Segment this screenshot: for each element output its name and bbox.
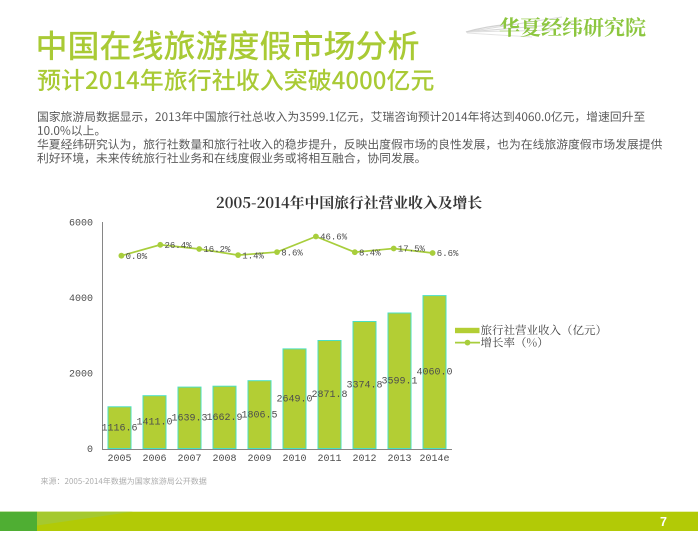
svg-text:2011: 2011	[317, 454, 341, 465]
svg-text:6.6%: 6.6%	[437, 249, 459, 259]
svg-text:1806.5: 1806.5	[241, 410, 277, 421]
svg-text:0: 0	[87, 445, 93, 456]
svg-text:46.6%: 46.6%	[320, 233, 348, 243]
svg-text:3599.1: 3599.1	[381, 376, 417, 387]
svg-text:26.4%: 26.4%	[165, 241, 193, 251]
svg-text:1411.0: 1411.0	[136, 418, 172, 429]
svg-text:2012: 2012	[352, 454, 376, 465]
svg-text:7: 7	[660, 515, 667, 529]
svg-text:4000: 4000	[69, 294, 93, 305]
svg-text:8.6%: 8.6%	[281, 248, 303, 258]
svg-text:4060.0: 4060.0	[416, 368, 452, 379]
svg-text:2007: 2007	[177, 454, 201, 465]
svg-text:2009: 2009	[247, 454, 271, 465]
svg-text:1662.9: 1662.9	[206, 413, 242, 424]
svg-text:2013: 2013	[387, 454, 411, 465]
svg-text:16.2%: 16.2%	[203, 245, 231, 255]
svg-text:2006: 2006	[142, 454, 166, 465]
svg-text:2871.8: 2871.8	[311, 390, 347, 401]
svg-text:8.4%: 8.4%	[359, 248, 381, 258]
svg-text:3374.8: 3374.8	[346, 381, 382, 392]
svg-text:2010: 2010	[282, 454, 306, 465]
svg-text:1639.3: 1639.3	[171, 413, 207, 424]
svg-text:2000: 2000	[69, 370, 93, 381]
svg-text:2649.0: 2649.0	[276, 394, 312, 405]
svg-text:2008: 2008	[212, 454, 236, 465]
svg-text:1116.6: 1116.6	[101, 423, 137, 434]
svg-text:6000: 6000	[69, 219, 93, 230]
svg-text:1.4%: 1.4%	[242, 251, 264, 261]
svg-text:2014e: 2014e	[419, 454, 449, 465]
svg-text:17.5%: 17.5%	[398, 245, 426, 255]
svg-text:2005: 2005	[107, 454, 131, 465]
svg-text:0.0%: 0.0%	[126, 252, 148, 262]
